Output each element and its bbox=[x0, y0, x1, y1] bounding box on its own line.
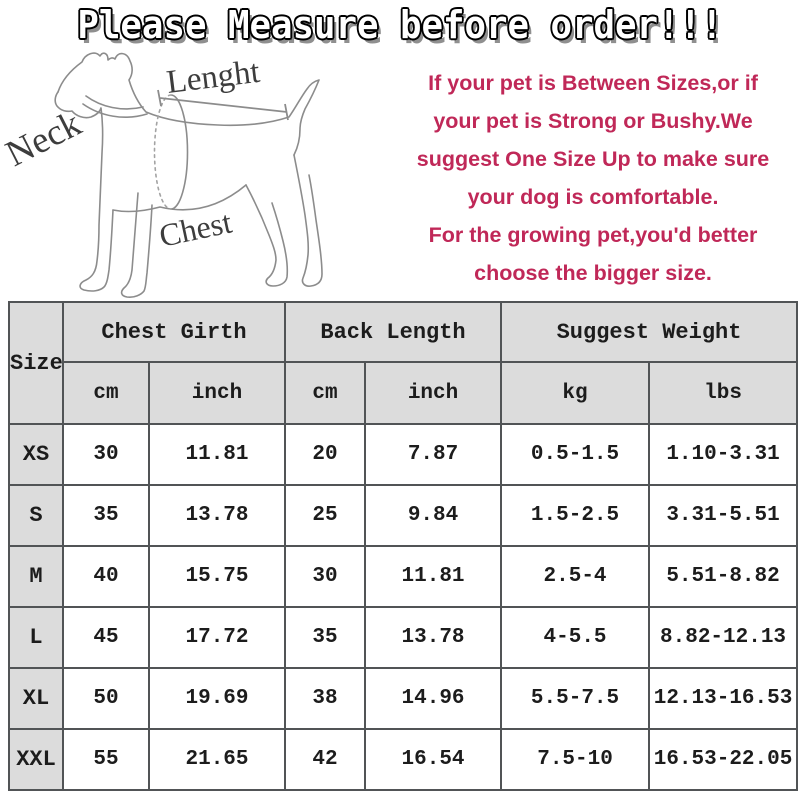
weight-kg-cell: 1.5-2.5 bbox=[500, 484, 651, 547]
back-cm-cell: 25 bbox=[284, 484, 367, 547]
size-cell: XS bbox=[8, 423, 64, 486]
chest-cm-cell: 55 bbox=[62, 728, 150, 791]
table-row: XXL 55 21.65 42 16.54 7.5-10 16.53-22.05 bbox=[8, 728, 799, 791]
advice-line: your dog is comfortable. bbox=[467, 185, 719, 209]
chest-label: Chest bbox=[156, 203, 235, 253]
table-row: L 45 17.72 35 13.78 4-5.5 8.82-12.13 bbox=[8, 606, 799, 669]
size-table: Size Chest Girth Back Length Suggest Wei… bbox=[8, 301, 799, 791]
back-length-header: Back Length bbox=[284, 301, 503, 363]
chest-inch-cell: 19.69 bbox=[147, 667, 287, 730]
suggest-weight-header: Suggest Weight bbox=[500, 301, 799, 363]
dog-measurement-diagram: Neck Lenght Chest bbox=[0, 52, 323, 298]
weight-lbs-cell: 1.10-3.31 bbox=[648, 423, 799, 486]
chest-inch-cell: 17.72 bbox=[147, 606, 287, 669]
size-cell: S bbox=[8, 484, 64, 547]
back-cm-cell: 38 bbox=[284, 667, 367, 730]
sizing-advice: If your pet is Between Sizes,or if your … bbox=[388, 64, 798, 292]
back-inch-cell: 7.87 bbox=[364, 423, 503, 486]
back-inch-header: inch bbox=[364, 361, 503, 425]
chest-cm-header: cm bbox=[62, 361, 150, 425]
dog-collar bbox=[82, 95, 148, 118]
advice-line: your pet is Strong or Bushy.We bbox=[433, 109, 753, 133]
chest-inch-cell: 11.81 bbox=[147, 423, 287, 486]
weight-lbs-cell: 5.51-8.82 bbox=[648, 545, 799, 608]
advice-line: If your pet is Between Sizes,or if bbox=[428, 71, 758, 95]
size-cell: M bbox=[8, 545, 64, 608]
table-row: XS 30 11.81 20 7.87 0.5-1.5 1.10-3.31 bbox=[8, 423, 799, 486]
dog-outline-back bbox=[57, 52, 320, 156]
dog-rear-near-leg bbox=[245, 184, 289, 287]
chest-inch-cell: 13.78 bbox=[147, 484, 287, 547]
chest-cm-cell: 50 bbox=[62, 667, 150, 730]
back-cm-cell: 35 bbox=[284, 606, 367, 669]
chest-cm-cell: 30 bbox=[62, 423, 150, 486]
advice-line: suggest One Size Up to make sure bbox=[416, 147, 770, 171]
weight-lbs-cell: 3.31-5.51 bbox=[648, 484, 799, 547]
weight-kg-cell: 5.5-7.5 bbox=[500, 667, 651, 730]
back-inch-cell: 14.96 bbox=[364, 667, 503, 730]
dog-front-far-leg bbox=[120, 192, 153, 298]
back-cm-cell: 20 bbox=[284, 423, 367, 486]
weight-lbs-header: lbs bbox=[648, 361, 799, 425]
page-title: Please Measure before order!!! bbox=[77, 3, 723, 47]
chest-cm-cell: 35 bbox=[62, 484, 150, 547]
weight-kg-header: kg bbox=[500, 361, 651, 425]
dog-rear-far-leg bbox=[293, 154, 323, 287]
chest-girth-header: Chest Girth bbox=[61, 301, 287, 363]
dog-outline-front bbox=[54, 91, 114, 292]
dog-outline-belly bbox=[112, 184, 247, 213]
size-column-header: Size bbox=[8, 301, 64, 425]
chest-girth-ellipse-solid bbox=[170, 94, 189, 210]
back-inch-cell: 16.54 bbox=[364, 728, 503, 791]
weight-kg-cell: 0.5-1.5 bbox=[500, 423, 651, 486]
chest-cm-cell: 45 bbox=[62, 606, 150, 669]
weight-kg-cell: 4-5.5 bbox=[500, 606, 651, 669]
weight-lbs-cell: 8.82-12.13 bbox=[648, 606, 799, 669]
advice-line: choose the bigger size. bbox=[474, 261, 712, 285]
back-inch-cell: 13.78 bbox=[364, 606, 503, 669]
weight-kg-cell: 7.5-10 bbox=[500, 728, 651, 791]
table-row: S 35 13.78 25 9.84 1.5-2.5 3.31-5.51 bbox=[8, 484, 799, 547]
size-cell: XL bbox=[8, 667, 64, 730]
chest-cm-cell: 40 bbox=[62, 545, 150, 608]
advice-line: For the growing pet,you'd better bbox=[428, 223, 758, 247]
length-label: Lenght bbox=[165, 54, 262, 101]
back-cm-header: cm bbox=[284, 361, 367, 425]
size-cell: XXL bbox=[8, 728, 64, 791]
table-subheader-row: cm inch cm inch kg lbs bbox=[9, 361, 799, 425]
chest-inch-header: inch bbox=[147, 361, 287, 425]
table-row: XL 50 19.69 38 14.96 5.5-7.5 12.13-16.53 bbox=[8, 667, 799, 730]
size-cell: L bbox=[8, 606, 64, 669]
weight-lbs-cell: 16.53-22.05 bbox=[648, 728, 799, 791]
length-measure-line bbox=[157, 89, 289, 121]
chest-inch-cell: 21.65 bbox=[147, 728, 287, 791]
back-inch-cell: 11.81 bbox=[364, 545, 503, 608]
chest-girth-ellipse-dotted bbox=[153, 94, 172, 210]
back-inch-cell: 9.84 bbox=[364, 484, 503, 547]
weight-lbs-cell: 12.13-16.53 bbox=[648, 667, 799, 730]
table-row: M 40 15.75 30 11.81 2.5-4 5.51-8.82 bbox=[8, 545, 799, 608]
weight-kg-cell: 2.5-4 bbox=[500, 545, 651, 608]
back-cm-cell: 42 bbox=[284, 728, 367, 791]
chest-inch-cell: 15.75 bbox=[147, 545, 287, 608]
table-group-header-row: Size Chest Girth Back Length Suggest Wei… bbox=[8, 301, 799, 425]
back-cm-cell: 30 bbox=[284, 545, 367, 608]
